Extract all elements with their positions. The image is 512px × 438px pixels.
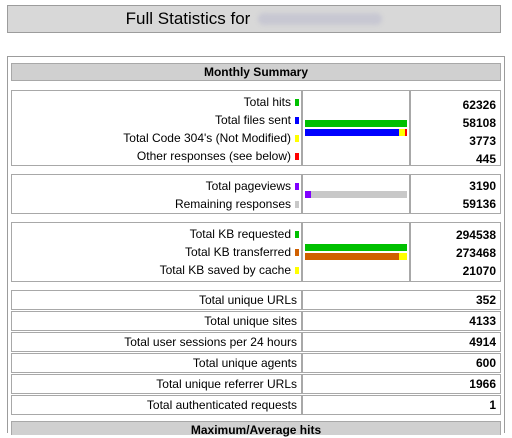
pageviews-values: 3190 59136 [410, 174, 501, 214]
remaining-color-key [295, 201, 299, 208]
unique-sites-label: Total unique sites [11, 311, 302, 331]
user-sessions-value: 4914 [302, 332, 501, 352]
total-304-value: 3773 [469, 134, 496, 148]
pageviews-bar-cell [302, 174, 410, 214]
unique-agents-value: 600 [302, 353, 501, 373]
responses-values: 62326 58108 3773 445 [410, 90, 501, 166]
remaining-responses-label: Remaining responses [12, 195, 301, 213]
kb-values: 294538 273468 21070 [410, 222, 501, 282]
kb-saved-label: Total KB saved by cache [12, 261, 301, 279]
kb-requested-label: Total KB requested [12, 225, 301, 243]
other-responses-value: 445 [475, 152, 496, 166]
kb-requested-value: 294538 [455, 228, 496, 242]
page-title-text: Full Statistics for [125, 9, 251, 28]
unique-agents-label: Total unique agents [11, 353, 302, 373]
files-bar [305, 129, 399, 136]
pageviews-labels: Total pageviews Remaining responses [11, 174, 302, 214]
total-304-label: Total Code 304's (Not Modified) [12, 129, 301, 147]
total-hits-label: Total hits [12, 93, 301, 111]
remaining-bar [311, 191, 407, 198]
authenticated-requests-label: Total authenticated requests [11, 395, 302, 415]
kb-transferred-value: 273468 [455, 246, 496, 260]
other-responses-label: Other responses (see below) [12, 147, 301, 165]
pageviews-bar [305, 191, 311, 198]
responses-labels: Total hits Total files sent Total Code 3… [11, 90, 302, 166]
kb-transferred-color-key [295, 249, 299, 256]
total-files-label: Total files sent [12, 111, 301, 129]
other-color-key [295, 153, 299, 160]
unique-referrers-value: 1966 [302, 374, 501, 394]
kb-bar-cell [302, 222, 410, 282]
monthly-summary-header: Monthly Summary [11, 63, 501, 81]
kb-transferred-bar [305, 253, 399, 260]
other-bar [405, 129, 407, 136]
unique-urls-label: Total unique URLs [11, 290, 302, 310]
unique-sites-value: 4133 [302, 311, 501, 331]
files-color-key [295, 117, 299, 124]
code304-color-key [295, 135, 299, 142]
page-title: Full Statistics for [7, 5, 501, 33]
total-files-value: 58108 [462, 116, 496, 130]
remaining-responses-value: 59136 [462, 197, 496, 211]
code304-bar [399, 129, 405, 136]
kb-labels: Total KB requested Total KB transferred … [11, 222, 302, 282]
kb-saved-bar [399, 253, 407, 260]
kb-requested-color-key [295, 231, 299, 238]
redacted-period [258, 13, 383, 25]
kb-saved-color-key [295, 267, 299, 274]
total-pageviews-value: 3190 [469, 179, 496, 193]
kb-transferred-label: Total KB transferred [12, 243, 301, 261]
hits-bar [305, 120, 407, 127]
total-pageviews-label: Total pageviews [12, 177, 301, 195]
total-hits-value: 62326 [462, 98, 496, 112]
user-sessions-label: Total user sessions per 24 hours [11, 332, 302, 352]
kb-saved-value: 21070 [462, 264, 496, 278]
unique-urls-value: 352 [302, 290, 501, 310]
unique-referrers-label: Total unique referrer URLs [11, 374, 302, 394]
kb-requested-bar [305, 244, 407, 251]
responses-bar-cell [302, 90, 410, 166]
authenticated-requests-value: 1 [302, 395, 501, 415]
hits-color-key [295, 99, 299, 106]
pageviews-color-key [295, 183, 299, 190]
statistics-table: Monthly Summary Total hits Total files s… [7, 56, 505, 437]
